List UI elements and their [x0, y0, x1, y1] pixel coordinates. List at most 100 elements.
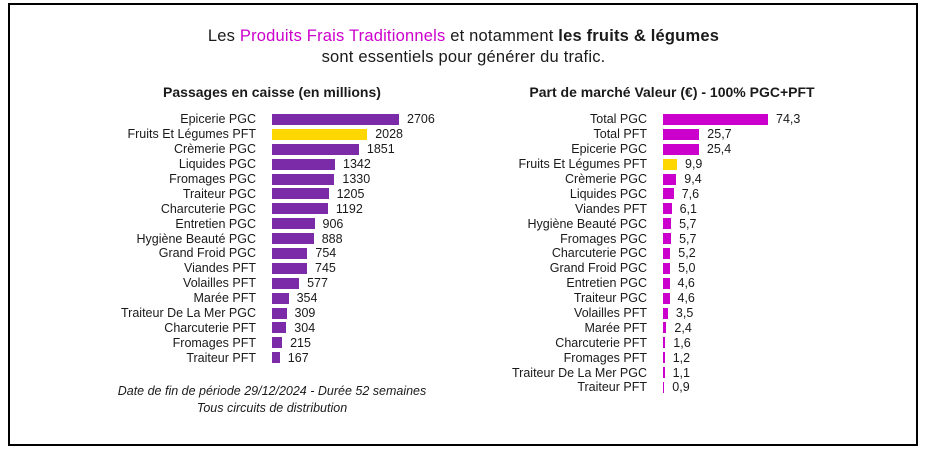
table-row: Epicerie PGC 2706 [96, 112, 448, 127]
bar [272, 307, 287, 319]
bar [663, 233, 672, 245]
table-row: Entretien PGC 906 [96, 216, 448, 231]
bar-cell: 3,5 [663, 306, 852, 321]
category-label: Charcuterie PGC [160, 201, 256, 216]
value-label: 5,7 [679, 216, 697, 231]
bar [272, 352, 280, 364]
value-label: 5,7 [679, 231, 697, 246]
table-row: Grand Froid PGC 5,0 [492, 261, 852, 276]
bar-cell: 9,9 [663, 157, 852, 172]
bar [663, 113, 768, 125]
table-row: Crèmerie PGC 1851 [96, 142, 448, 157]
table-row: Traiteur PGC 1205 [96, 186, 448, 201]
bar-cell: 5,7 [663, 231, 852, 246]
bar-cell: 309 [272, 306, 448, 321]
table-row: Traiteur De La Mer PGC 1,1 [492, 365, 852, 380]
category-label: Grand Froid PGC [158, 246, 256, 261]
category-label: Charcuterie PFT [164, 320, 256, 335]
category-label: Charcuterie PGC [551, 246, 647, 261]
bar-cell: 754 [272, 246, 448, 261]
value-label: 0,9 [672, 380, 690, 395]
bar [272, 158, 335, 170]
bar-cell: 304 [272, 320, 448, 335]
category-label: Entretien PGC [175, 216, 256, 231]
category-label: Traiteur PGC [573, 291, 647, 306]
category-label: Liquides PGC [178, 157, 256, 172]
bar-cell: 7,6 [663, 186, 852, 201]
bar-cell: 1,1 [663, 365, 852, 380]
bar [272, 203, 328, 215]
bar [663, 352, 665, 364]
table-row: Volailles PFT 577 [96, 276, 448, 291]
bar [663, 128, 700, 140]
bar-cell: 1851 [272, 142, 448, 157]
bar-cell: 5,7 [663, 216, 852, 231]
value-label: 577 [307, 276, 328, 291]
bar-cell: 2706 [272, 112, 448, 127]
bar [663, 292, 670, 304]
chart-title: Part de marché Valeur (€) - 100% PGC+PFT [529, 84, 815, 100]
bar-cell: 1342 [272, 157, 448, 172]
category-label: Grand Froid PGC [549, 261, 647, 276]
chart-part-marche: Part de marché Valeur (€) - 100% PGC+PFT… [492, 84, 852, 395]
bar [272, 233, 314, 245]
bar-cell: 9,4 [663, 172, 852, 187]
table-row: Charcuterie PGC 1192 [96, 201, 448, 216]
category-label: Total PFT [593, 127, 648, 142]
value-label: 1342 [343, 157, 371, 172]
value-label: 2028 [375, 127, 403, 142]
category-label: Total PGC [590, 112, 647, 127]
value-label: 25,7 [707, 127, 732, 142]
bar [663, 218, 672, 230]
title-line2: sont essentiels pour générer du trafic. [321, 48, 606, 66]
frame-border [8, 3, 918, 446]
table-row: Traiteur De La Mer PGC 309 [96, 306, 448, 321]
category-label: Charcuterie PFT [555, 335, 647, 350]
table-row: Marée PFT 2,4 [492, 320, 852, 335]
category-label: Fromages PFT [563, 350, 647, 365]
title-bold-segment: les fruits & légumes [558, 27, 720, 45]
bar-cell: 1330 [272, 172, 448, 187]
table-row: Charcuterie PGC 5,2 [492, 246, 852, 261]
bar-cell: 354 [272, 291, 448, 306]
value-label: 754 [315, 246, 337, 261]
category-label: Viandes PFT [183, 261, 256, 276]
bar [272, 218, 315, 230]
category-label: Traiteur PFT [577, 380, 647, 395]
table-row: Charcuterie PFT 1,6 [492, 335, 852, 350]
category-label: Traiteur De La Mer PGC [512, 365, 647, 380]
bar [272, 337, 283, 349]
table-row: Viandes PFT 6,1 [492, 201, 852, 216]
value-label: 309 [294, 306, 316, 321]
bar [272, 277, 300, 289]
category-label: Fromages PFT [172, 335, 256, 350]
category-label: Hygiène Beauté PGC [527, 216, 647, 231]
value-label: 2706 [407, 112, 435, 127]
category-label: Viandes PFT [574, 201, 647, 216]
value-label: 5,2 [678, 246, 696, 261]
bar [272, 262, 307, 274]
bar-cell: 25,7 [663, 127, 852, 142]
main-title: Les Produits Frais Traditionnels et nota… [0, 26, 927, 68]
title-prefix: Les [207, 27, 240, 45]
category-label: Crèmerie PGC [174, 142, 256, 157]
bar-cell: 1205 [272, 186, 448, 201]
bar [663, 367, 665, 379]
bar-cell: 6,1 [663, 201, 852, 216]
bar [272, 143, 359, 155]
table-row: Epicerie PGC 25,4 [492, 142, 852, 157]
table-row: Fruits Et Légumes PFT 9,9 [492, 157, 852, 172]
table-row: Crèmerie PGC 9,4 [492, 172, 852, 187]
bar [663, 307, 668, 319]
value-label: 9,9 [685, 157, 703, 172]
value-label: 745 [315, 261, 336, 276]
table-row: Traiteur PFT 167 [96, 350, 448, 365]
bar [663, 247, 671, 259]
category-label: Fruits Et Légumes PFT [518, 157, 647, 172]
chart-rows: Total PGC 74,3 Total PFT 25,7 Epicerie P… [492, 112, 852, 395]
footnote-line1: Date de fin de période 29/12/2024 - Duré… [117, 384, 427, 398]
bar [663, 203, 672, 215]
value-label: 1,2 [672, 350, 691, 365]
value-label: 4,6 [677, 291, 695, 306]
bar [272, 188, 329, 200]
